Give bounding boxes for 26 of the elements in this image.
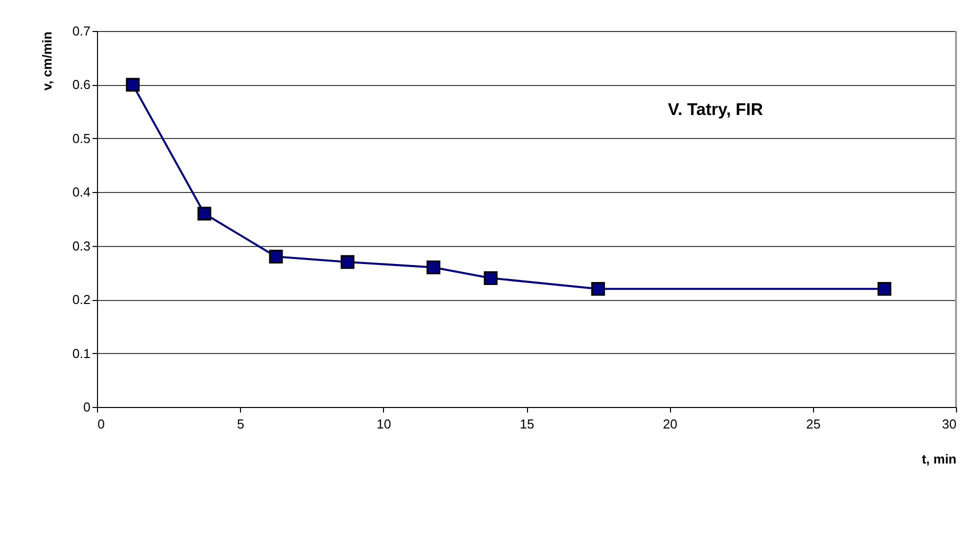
annotation: V. Tatry, FIR (668, 100, 764, 119)
y-tick-label: 0 (83, 400, 90, 414)
y-tick-label: 0.3 (72, 238, 90, 254)
x-tick-label: 20 (662, 416, 678, 432)
x-tick-label: 30 (942, 416, 956, 432)
point (269, 250, 283, 264)
y-tick-label: 0.4 (72, 184, 90, 200)
x-tick-label: 0 (98, 416, 105, 432)
y-tick-label: 0.6 (72, 77, 90, 92)
x-tick-label: 25 (806, 416, 821, 432)
point (878, 282, 892, 296)
point (426, 260, 440, 274)
x-tick-label: 15 (520, 416, 534, 432)
x-axis-title: t, min (922, 452, 957, 466)
y-tick-label: 0.7 (72, 24, 90, 38)
x-tick-label: 5 (237, 416, 244, 432)
y-tick-label: 0.5 (72, 130, 90, 146)
y-tick-label: 0.2 (72, 292, 90, 308)
y-axis-title: v, cm/min (39, 31, 54, 91)
point (591, 282, 605, 296)
point (340, 255, 354, 269)
point (484, 271, 498, 285)
y-tick-label: 0.1 (72, 346, 90, 361)
x-tick-label: 10 (376, 416, 392, 432)
point (126, 78, 140, 92)
point (198, 206, 212, 220)
